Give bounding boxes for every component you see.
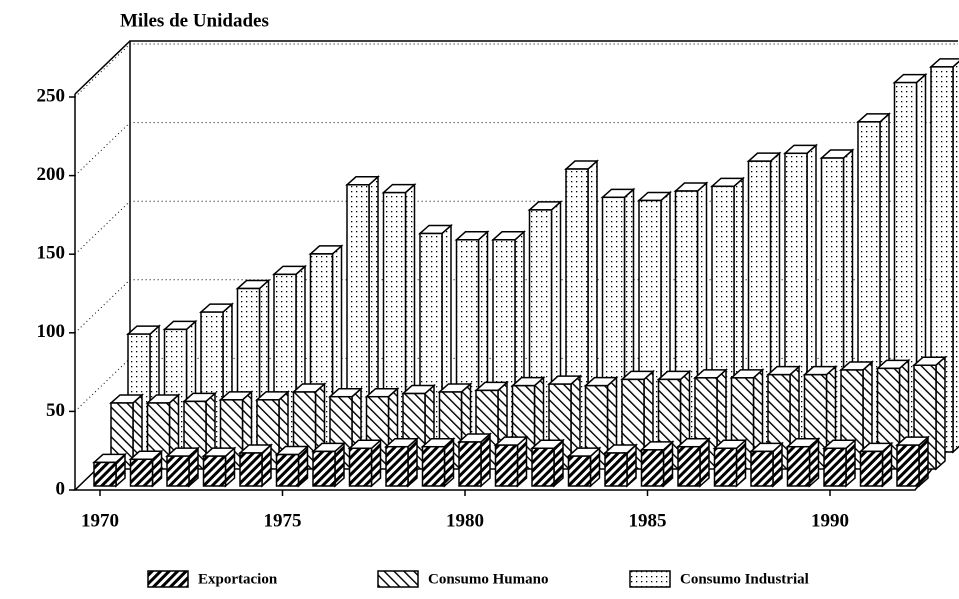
legend-swatch <box>629 570 671 588</box>
bar <box>129 458 154 487</box>
bar <box>859 450 884 487</box>
bar <box>640 449 665 487</box>
x-tick-label: 1980 <box>446 510 484 531</box>
x-tick-label: 1975 <box>264 510 302 531</box>
bar <box>312 450 336 487</box>
y-tick-label: 0 <box>56 478 66 499</box>
x-tick-label: 1985 <box>629 510 667 531</box>
grid-line <box>74 122 958 176</box>
legend-swatch <box>147 570 189 588</box>
bar-top <box>929 58 959 68</box>
bar <box>239 452 263 487</box>
legend-label: Exportacion <box>198 571 278 587</box>
y-tick-label: 250 <box>37 85 66 106</box>
grid-line <box>74 43 958 98</box>
bar-side <box>952 60 959 454</box>
bar <box>93 461 117 487</box>
y-tick-label: 100 <box>37 321 66 342</box>
chart-title: Miles de Unidades <box>120 10 269 31</box>
y-tick-label: 150 <box>37 243 66 264</box>
bar <box>896 444 920 487</box>
x-tick-label: 1970 <box>81 510 119 531</box>
bar <box>713 447 738 487</box>
bar <box>823 447 847 487</box>
bar <box>494 444 519 487</box>
bar <box>604 452 628 487</box>
bar <box>202 455 227 487</box>
legend-label: Consumo Humano <box>428 571 548 587</box>
legend-swatch <box>377 570 419 588</box>
bar <box>786 445 811 487</box>
y-tick-label: 50 <box>46 400 65 421</box>
legend-label: Consumo Industrial <box>680 571 809 587</box>
bar <box>531 447 555 487</box>
bar-side <box>935 355 946 471</box>
bar <box>458 441 482 487</box>
bar <box>348 447 373 487</box>
x-tick-label: 1990 <box>811 510 849 531</box>
bar <box>750 450 774 487</box>
y-tick-label: 200 <box>37 164 66 185</box>
bar <box>385 445 409 487</box>
bar <box>421 445 446 487</box>
depth-edge <box>74 40 131 95</box>
bar <box>275 453 300 487</box>
bar <box>677 445 701 487</box>
bar <box>567 455 592 487</box>
bar <box>166 455 190 487</box>
